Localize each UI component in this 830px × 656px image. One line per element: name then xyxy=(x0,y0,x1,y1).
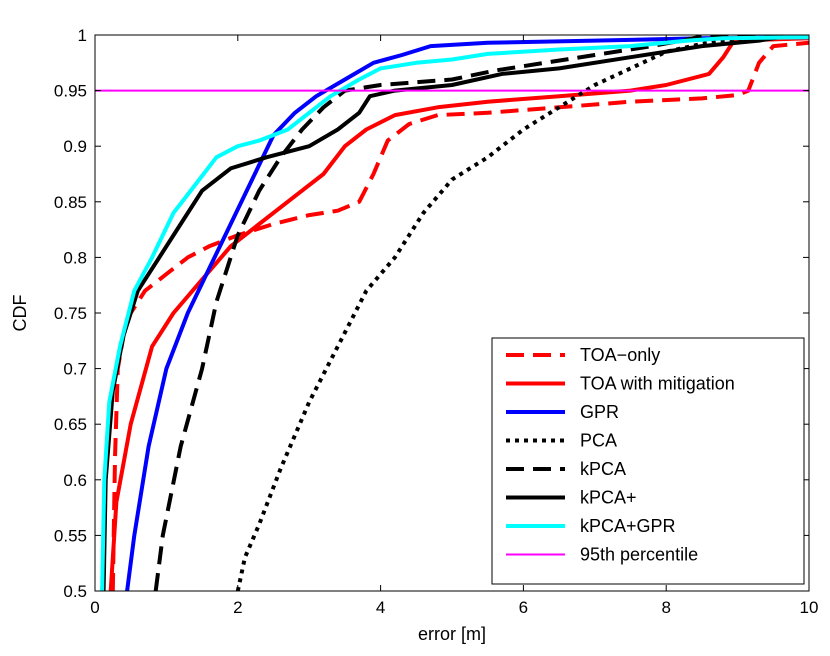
legend-label-3: PCA xyxy=(580,431,617,451)
y-tick-label: 0.55 xyxy=(54,526,87,545)
x-axis-title: error [m] xyxy=(418,624,486,644)
y-tick-label: 0.9 xyxy=(63,137,87,156)
x-tick-label: 2 xyxy=(233,598,242,617)
series-line-5 xyxy=(101,35,809,591)
y-tick-label: 0.75 xyxy=(54,304,87,323)
y-tick-label: 0.65 xyxy=(54,415,87,434)
legend: TOA−only TOA with mitigation GPR PCA kPCA kPC… xyxy=(491,337,805,585)
legend-label-0: TOA−only xyxy=(580,345,660,365)
y-tick-label: 0.8 xyxy=(63,248,87,267)
series-line-2 xyxy=(125,35,809,591)
series-line-6 xyxy=(100,35,809,591)
y-tick-label: 0.5 xyxy=(63,582,87,601)
x-tick-label: 4 xyxy=(376,598,385,617)
legend-label-6: kPCA+GPR xyxy=(580,516,676,536)
x-tick-label: 6 xyxy=(519,598,528,617)
y-tick-label: 1 xyxy=(78,26,87,45)
legend-label-7: 95th percentile xyxy=(580,545,698,565)
y-tick-label: 0.95 xyxy=(54,82,87,101)
axes-layer: 0 2 4 6 8 10 0.5 0.55 0.6 0.65 0.7 0.75 0.8 0.85 0.9 0.… xyxy=(10,26,818,644)
y-tick-label: 0.7 xyxy=(63,360,87,379)
x-tick-label: 10 xyxy=(800,598,819,617)
series-line-1 xyxy=(108,36,809,591)
legend-label-2: GPR xyxy=(580,402,619,422)
series-line-4 xyxy=(153,35,809,591)
y-tick-label: 0.85 xyxy=(54,193,87,212)
y-tick-label: 0.6 xyxy=(63,471,87,490)
legend-label-4: kPCA xyxy=(580,459,626,479)
series-line-3 xyxy=(235,35,809,591)
legend-label-1: TOA with mitigation xyxy=(580,374,735,394)
legend-label-5: kPCA+ xyxy=(580,488,637,508)
series-line-0 xyxy=(110,40,809,591)
x-tick-label: 0 xyxy=(90,598,99,617)
series-layer xyxy=(95,35,809,591)
legend-box xyxy=(491,337,805,585)
y-axis-title: CDF xyxy=(10,295,30,332)
x-tick-label: 8 xyxy=(661,598,670,617)
